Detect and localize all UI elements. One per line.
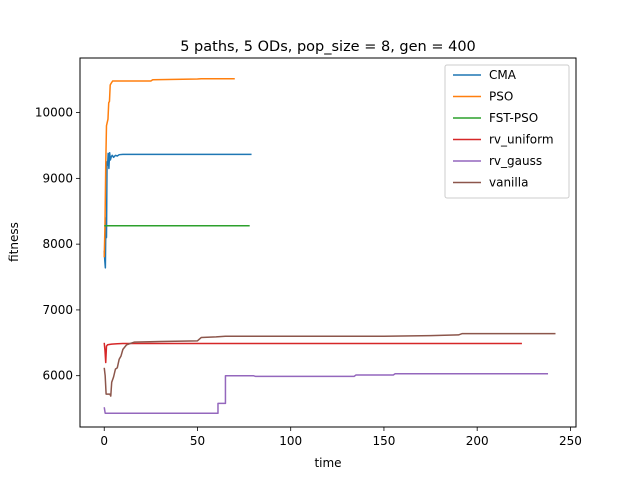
y-tick-label: 9000	[42, 171, 73, 185]
x-tick-label: 100	[279, 434, 302, 448]
legend-label: PSO	[489, 90, 513, 104]
y-tick-label: 10000	[35, 106, 73, 120]
legend-label: rv_uniform	[489, 133, 554, 147]
x-axis-label: time	[314, 456, 341, 470]
y-axis-ticks: 6000 7000 8000 9000 10000	[35, 106, 80, 383]
y-axis-label: fitness	[7, 222, 21, 262]
plot-frame	[79, 57, 577, 428]
x-tick-label: 150	[372, 434, 395, 448]
legend-label: vanilla	[489, 176, 528, 190]
x-tick-label: 250	[559, 434, 582, 448]
series-line-cma	[103, 151, 252, 269]
series-line-rv-uniform	[103, 342, 522, 364]
series-line-vanilla	[103, 332, 556, 397]
legend-label: FST-PSO	[489, 111, 538, 125]
x-tick-label: 50	[190, 434, 205, 448]
x-tick-label: 200	[466, 434, 489, 448]
plot-lines	[103, 77, 556, 414]
x-tick-label: 0	[100, 434, 108, 448]
legend-box	[444, 64, 570, 199]
legend-label: rv_gauss	[489, 154, 542, 168]
y-tick-label: 6000	[42, 369, 73, 383]
y-tick-label: 7000	[42, 303, 73, 317]
legend-label: CMA	[489, 68, 517, 82]
chart-title: 5 paths, 5 ODs, pop_size = 8, gen = 400	[180, 39, 476, 55]
y-tick-label: 8000	[42, 237, 73, 251]
series-line-rv-gauss	[103, 372, 549, 414]
series-line-pso	[103, 77, 235, 258]
x-axis-ticks: 0 50 100 150 200 250	[100, 427, 582, 448]
